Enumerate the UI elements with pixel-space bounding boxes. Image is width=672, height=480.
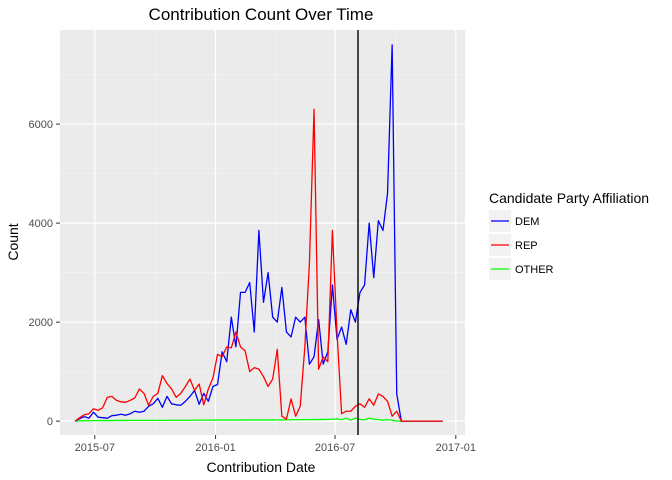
legend-label-other: OTHER <box>515 264 554 276</box>
y-tick-label: 6000 <box>29 119 53 131</box>
legend-label-rep: REP <box>515 240 538 252</box>
x-tick-label: 2015-07 <box>75 442 115 454</box>
series-line-dem <box>74 44 443 422</box>
plot-panel <box>60 30 465 435</box>
series-line-other <box>75 417 443 422</box>
series-lines <box>74 44 443 422</box>
x-axis-ticks: 2015-07 2016-01 2016-07 2017-01 <box>75 435 476 454</box>
x-tick-label: 2016-01 <box>195 442 235 454</box>
legend-items: DEM REP OTHER <box>489 210 554 280</box>
x-axis-title: Contribution Date <box>207 459 316 475</box>
chart-title: Contribution Count Over Time <box>149 5 374 24</box>
legend-label-dem: DEM <box>515 216 539 228</box>
legend: Candidate Party Affiliation DEM REP OTHER <box>489 190 649 280</box>
grid-minor <box>60 30 465 435</box>
x-tick-label: 2016-07 <box>315 442 355 454</box>
x-tick-label: 2017-01 <box>436 442 476 454</box>
y-tick-label: 2000 <box>29 317 53 329</box>
y-axis-ticks: 0 2000 4000 6000 <box>29 119 60 428</box>
grid-major <box>60 30 465 435</box>
series-line-rep <box>74 108 443 422</box>
legend-title: Candidate Party Affiliation <box>489 190 649 206</box>
y-tick-label: 0 <box>47 416 53 428</box>
y-axis-title: Count <box>5 223 21 260</box>
y-tick-label: 4000 <box>29 218 53 230</box>
